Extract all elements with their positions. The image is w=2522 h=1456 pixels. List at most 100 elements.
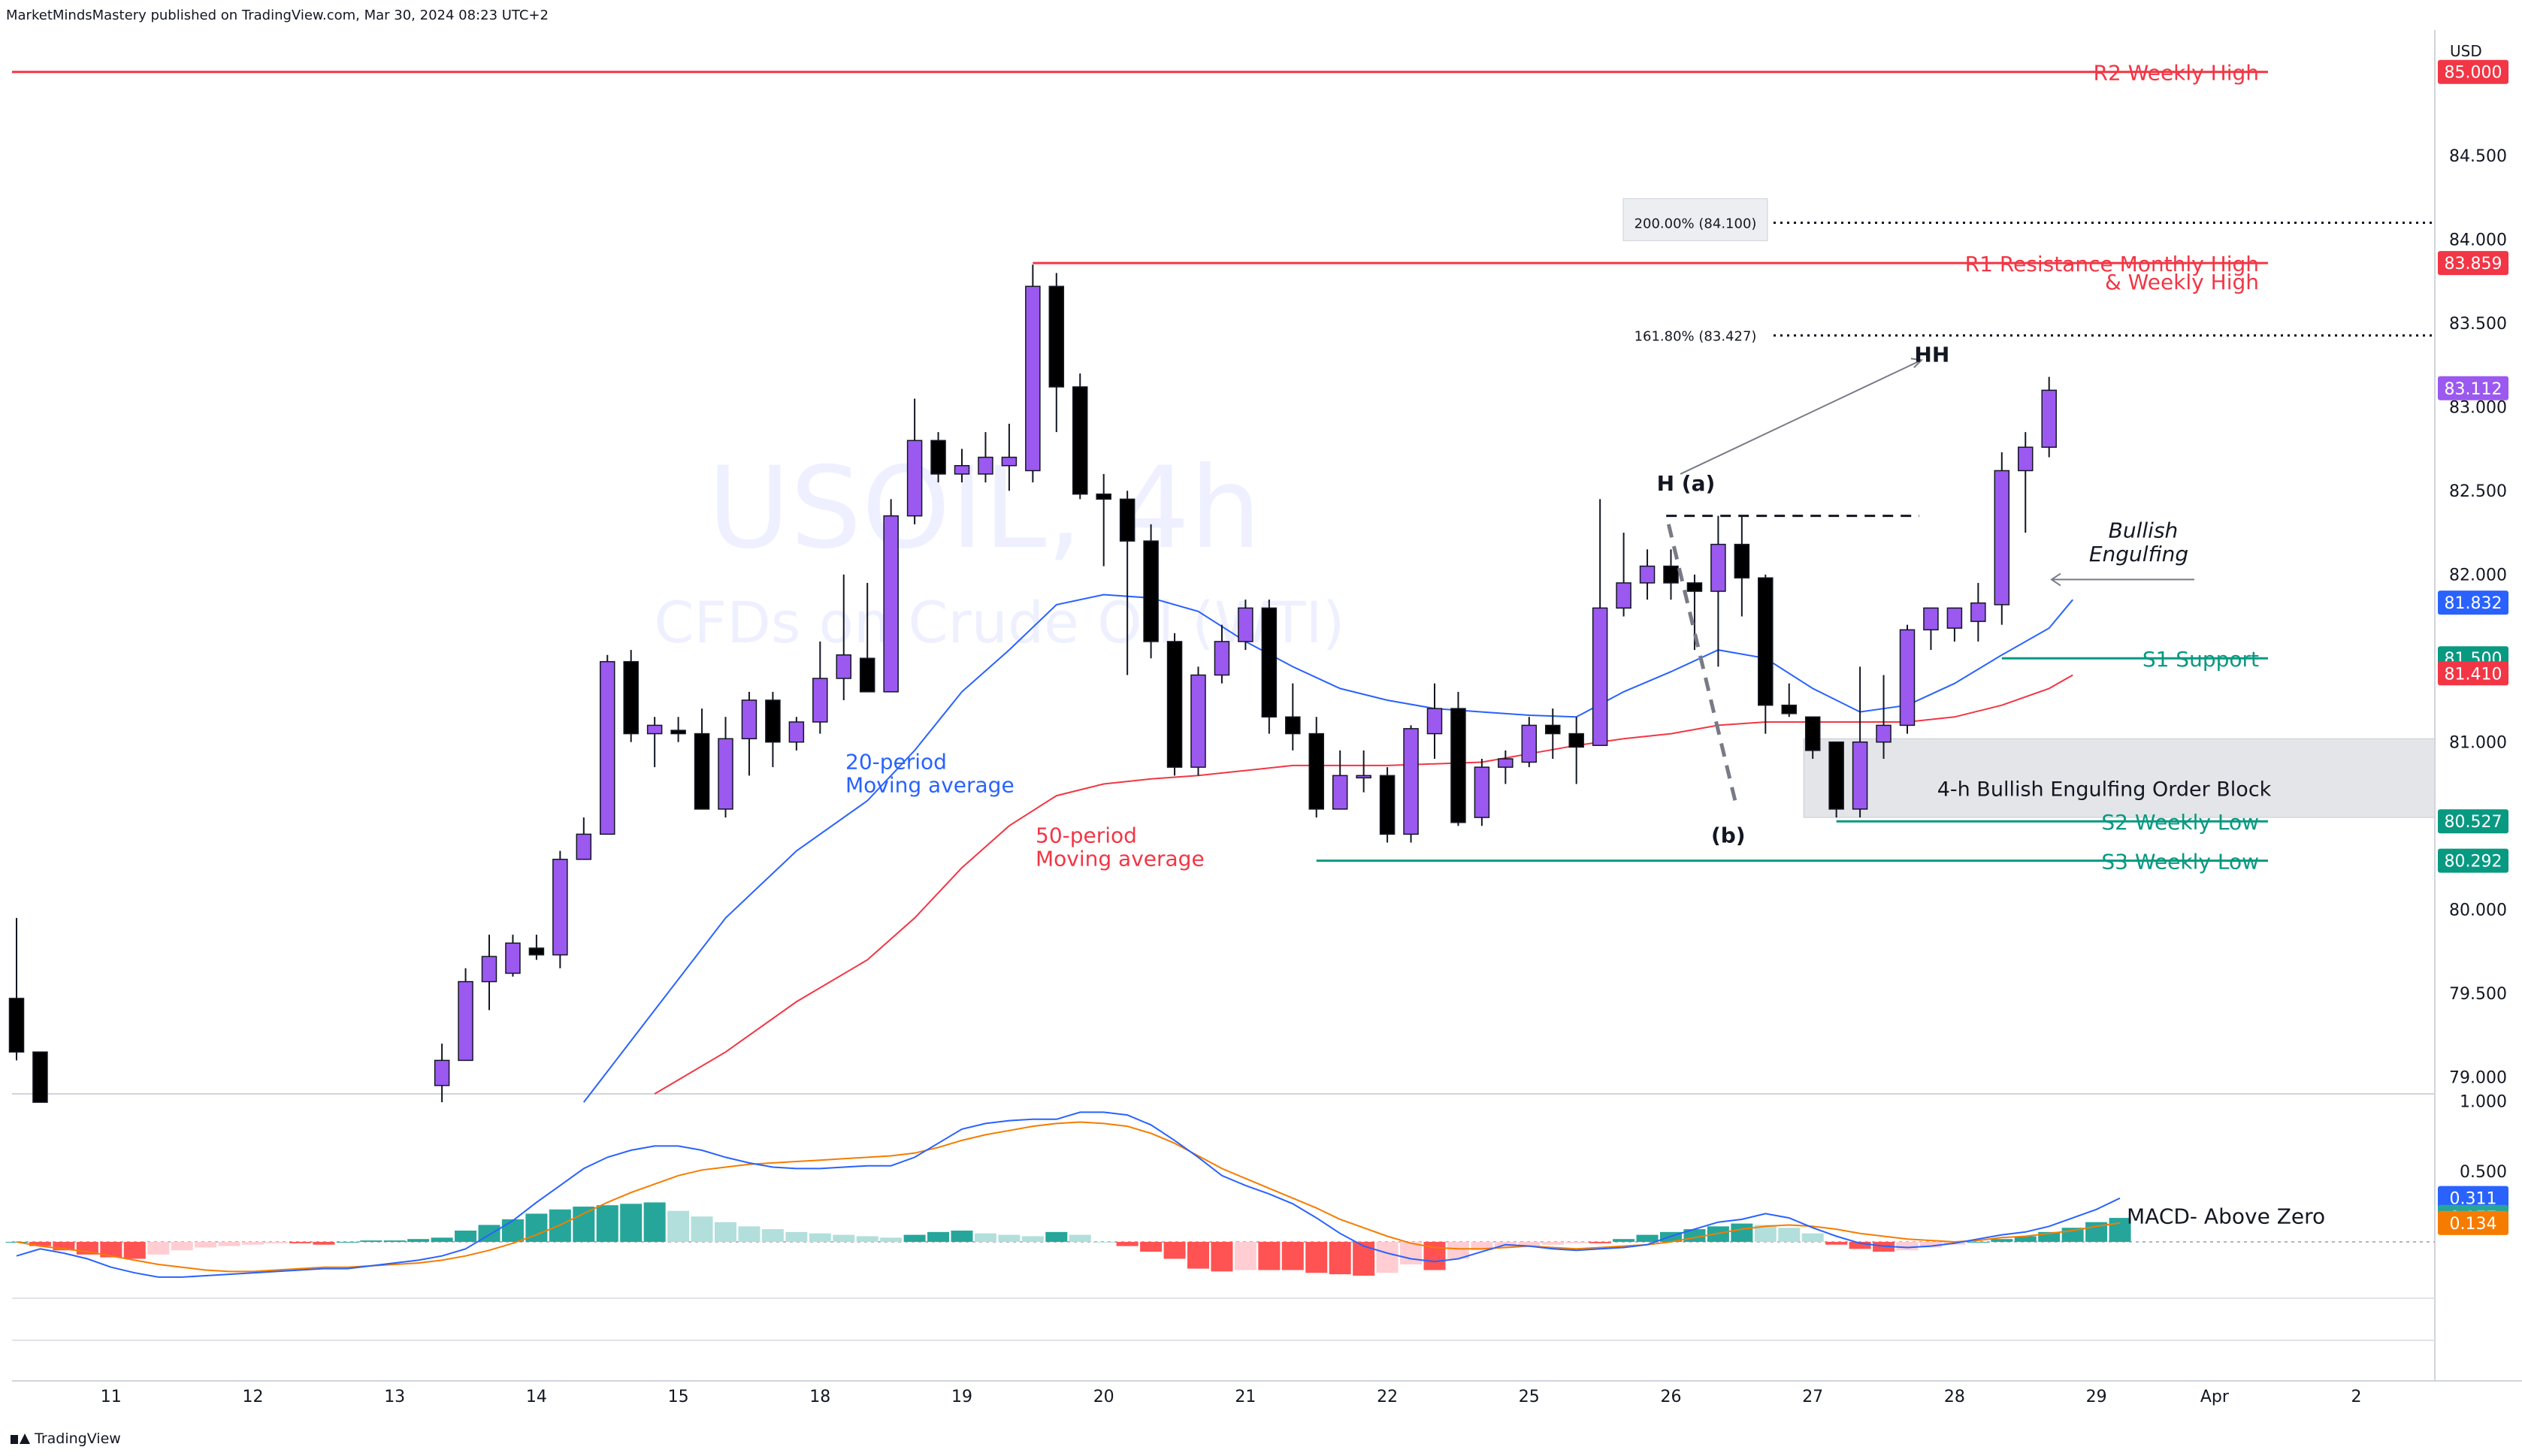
- macd-annotation: MACD- Above Zero: [2127, 1204, 2325, 1229]
- candle-body: [481, 956, 497, 983]
- macd-histogram-bar: [809, 1233, 831, 1242]
- s2-weekly-low-price-tag: 80.527: [2445, 813, 2502, 832]
- macd-histogram-bar: [360, 1240, 383, 1242]
- candle-body: [1450, 708, 1466, 823]
- r2-weekly-high-label: R2 Weekly High: [2094, 61, 2260, 86]
- macd-histogram-bar: [171, 1241, 193, 1251]
- macd-histogram-bar: [1187, 1241, 1209, 1269]
- macd-histogram-bar: [880, 1237, 903, 1242]
- macd-histogram-bar: [1636, 1234, 1659, 1242]
- macd-histogram-bar: [1116, 1241, 1139, 1246]
- macd-tag-2: 0.134: [2450, 1215, 2497, 1234]
- macd-line: [16, 1111, 2121, 1278]
- price-tick-label: 79.000: [2449, 1069, 2507, 1088]
- r1-resistance-label-2: & Weekly High: [2105, 270, 2259, 295]
- macd-histogram-bar: [218, 1241, 240, 1246]
- macd-histogram-bar: [1305, 1241, 1328, 1273]
- candle-body: [552, 859, 568, 956]
- price-tick-label: 82.000: [2449, 566, 2507, 585]
- candle-body: [1639, 565, 1656, 584]
- tradingview-logo-icon: [11, 1433, 30, 1444]
- time-tick-label: Apr: [2200, 1388, 2230, 1406]
- candle-body: [1686, 582, 1703, 592]
- macd-histogram-bar: [1754, 1225, 1777, 1242]
- candle-body: [812, 678, 828, 723]
- tradingview-footer[interactable]: TradingView: [11, 1430, 121, 1447]
- price-tag-1: 81.832: [2445, 594, 2502, 613]
- macd-histogram-bar: [1234, 1241, 1256, 1270]
- candle-body: [623, 660, 639, 735]
- candle-body: [1923, 607, 1939, 631]
- macd-histogram-bar: [1825, 1241, 1848, 1245]
- time-tick-label: 28: [1944, 1388, 1965, 1406]
- candle-body: [1190, 674, 1206, 768]
- macd-histogram-bar: [1258, 1241, 1281, 1270]
- macd-histogram-bar: [1613, 1239, 1635, 1242]
- candle-body: [528, 947, 545, 956]
- price-tick-label: 84.000: [2449, 231, 2507, 250]
- candle-body: [2041, 389, 2057, 449]
- time-tick-label: 12: [243, 1388, 264, 1406]
- bullish-engulfing-label-2: Engulfing: [2089, 542, 2188, 566]
- macd-histogram-bar: [1140, 1241, 1163, 1252]
- macd-histogram-bar: [1471, 1241, 1493, 1251]
- macd-histogram-bar: [455, 1230, 477, 1242]
- macd-histogram-bar: [336, 1241, 358, 1243]
- time-tick-label: 29: [2086, 1388, 2107, 1406]
- order-block-zone: [1803, 738, 2436, 818]
- fib-label-box-0: [1622, 198, 1768, 241]
- candle-body: [1332, 775, 1348, 810]
- price-tick-label: 82.500: [2449, 482, 2507, 501]
- macd-histogram-bar: [573, 1207, 595, 1242]
- macd-histogram-bar: [1541, 1241, 1564, 1245]
- bullish-engulfing-arrow-head: [2050, 572, 2061, 587]
- candle-body: [600, 660, 615, 835]
- macd-histogram-bar: [620, 1204, 643, 1242]
- time-tick-label: 20: [1093, 1388, 1114, 1406]
- price-tick-label: 83.000: [2449, 399, 2507, 418]
- candle-body: [1143, 540, 1159, 642]
- macd-histogram-bar: [1565, 1241, 1588, 1243]
- time-tick-label: 13: [384, 1388, 405, 1406]
- macd-histogram-bar: [100, 1241, 122, 1258]
- ma20-label-1: 20-period: [845, 749, 947, 774]
- macd-histogram-bar: [242, 1241, 264, 1245]
- ma20-line: [583, 594, 2073, 1103]
- candle-body: [1758, 577, 1774, 706]
- macd-histogram-bar: [501, 1219, 524, 1242]
- hh-trend-line: [1680, 359, 1922, 475]
- publisher-line: MarketMindsMastery published on TradingV…: [6, 8, 549, 23]
- macd-histogram-bar: [1093, 1241, 1115, 1243]
- candle-body: [1474, 766, 1490, 818]
- macd-histogram-bar: [1163, 1241, 1186, 1259]
- macd-signal-line: [16, 1121, 2121, 1273]
- macd-histogram-bar: [1919, 1241, 1942, 1248]
- r2-weekly-high-price-tag: 85.000: [2445, 64, 2502, 83]
- macd-histogram-bar: [265, 1241, 288, 1243]
- candle-body: [1734, 543, 1750, 578]
- macd-histogram-bar: [431, 1237, 453, 1242]
- macd-histogram-bar: [833, 1234, 855, 1242]
- time-tick-label: 15: [668, 1388, 689, 1406]
- candle-body: [1616, 582, 1631, 609]
- ab-dashed-line: [1666, 524, 1739, 810]
- candle-body: [1072, 386, 1088, 495]
- macd-histogram-bar: [951, 1230, 973, 1242]
- ma20-label-2: Moving average: [845, 773, 1015, 798]
- macd-histogram-bar: [1801, 1233, 1824, 1242]
- macd-histogram-bar: [1329, 1241, 1351, 1275]
- bullish-engulfing-label-1: Bullish: [2109, 518, 2179, 543]
- price-tag-2: 81.410: [2445, 665, 2502, 684]
- candle-body: [1285, 716, 1301, 735]
- macd-histogram-bar: [1589, 1241, 1611, 1243]
- macd-histogram-bar: [856, 1236, 878, 1242]
- macd-histogram-bar: [1896, 1241, 1919, 1251]
- macd-histogram-bar: [998, 1234, 1021, 1242]
- macd-histogram-bar: [53, 1241, 75, 1251]
- price-tag-1-box: [2438, 591, 2508, 615]
- candle-body: [1663, 565, 1679, 584]
- macd-histogram-bar: [1021, 1236, 1044, 1242]
- macd-histogram-bar: [596, 1205, 618, 1242]
- candle-body: [1356, 775, 1371, 779]
